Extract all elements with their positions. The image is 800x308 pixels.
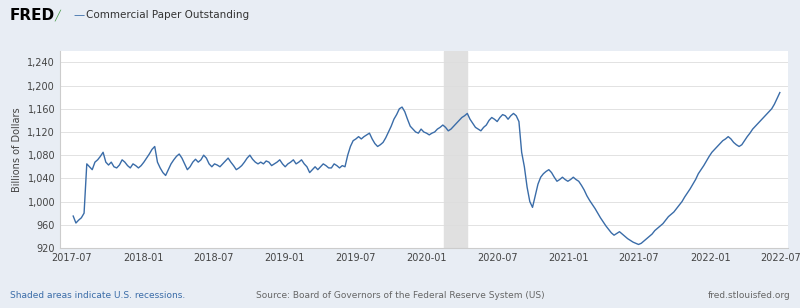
Text: ╱: ╱: [54, 9, 60, 21]
Text: Source: Board of Governors of the Federal Reserve System (US): Source: Board of Governors of the Federa…: [256, 291, 544, 300]
Text: Commercial Paper Outstanding: Commercial Paper Outstanding: [86, 10, 250, 20]
Bar: [444, 51, 467, 248]
Text: Shaded areas indicate U.S. recessions.: Shaded areas indicate U.S. recessions.: [10, 291, 185, 300]
Text: FRED: FRED: [10, 8, 54, 23]
Text: fred.stlouisfed.org: fred.stlouisfed.org: [708, 291, 790, 300]
Y-axis label: Billions of Dollars: Billions of Dollars: [12, 107, 22, 192]
Text: —: —: [74, 10, 85, 20]
